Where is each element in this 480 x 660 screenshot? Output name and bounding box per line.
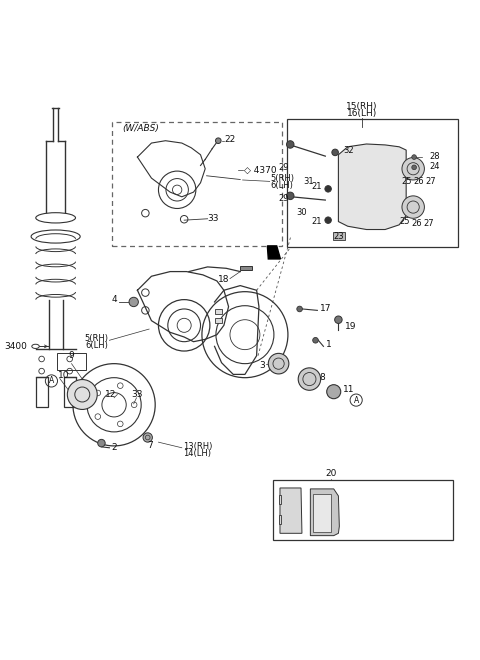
Ellipse shape: [36, 213, 75, 223]
Bar: [273, 480, 453, 541]
Circle shape: [268, 353, 289, 374]
Text: 1: 1: [326, 341, 332, 349]
Polygon shape: [338, 144, 406, 230]
Text: (W/ABS): (W/ABS): [122, 123, 159, 133]
Text: 5(RH): 5(RH): [271, 174, 295, 183]
Text: 22: 22: [224, 135, 235, 145]
Text: 20: 20: [326, 469, 337, 478]
Bar: [240, 265, 252, 270]
Text: 21: 21: [312, 217, 322, 226]
Circle shape: [402, 158, 424, 180]
Text: 18: 18: [218, 275, 229, 284]
Text: 3: 3: [259, 360, 264, 370]
Text: 6(LH): 6(LH): [85, 341, 108, 350]
Polygon shape: [267, 246, 280, 259]
Polygon shape: [312, 494, 331, 533]
Circle shape: [287, 141, 294, 148]
Circle shape: [67, 379, 97, 409]
Text: 33: 33: [207, 214, 219, 223]
Ellipse shape: [32, 345, 39, 348]
Text: ◇ 4370: ◇ 4370: [244, 166, 276, 175]
Text: 19: 19: [345, 322, 356, 331]
Text: 26: 26: [413, 178, 424, 186]
Text: 32: 32: [343, 147, 354, 156]
Text: 23: 23: [333, 232, 344, 241]
Polygon shape: [279, 515, 281, 524]
Polygon shape: [333, 232, 346, 240]
Text: 21: 21: [312, 182, 322, 191]
Text: 29: 29: [278, 193, 288, 203]
Bar: [63, 377, 76, 407]
Text: 30: 30: [297, 208, 307, 216]
Text: 29: 29: [278, 163, 288, 172]
Text: 27: 27: [426, 178, 436, 186]
Polygon shape: [311, 489, 339, 536]
Circle shape: [327, 385, 341, 399]
Bar: [287, 119, 457, 248]
Circle shape: [402, 196, 424, 218]
Bar: [216, 318, 223, 323]
Polygon shape: [279, 494, 281, 504]
Text: 16(LH): 16(LH): [347, 109, 377, 118]
Text: 25: 25: [399, 217, 410, 226]
Circle shape: [312, 337, 318, 343]
Text: 24: 24: [430, 162, 440, 171]
Bar: [57, 353, 86, 370]
Circle shape: [325, 217, 331, 224]
Circle shape: [332, 149, 338, 156]
Text: 25: 25: [401, 178, 411, 186]
Circle shape: [412, 165, 417, 170]
Bar: [112, 122, 282, 246]
Text: A: A: [354, 395, 359, 405]
Text: 7: 7: [148, 442, 154, 450]
Circle shape: [298, 368, 321, 390]
Text: A: A: [49, 376, 54, 385]
Circle shape: [143, 433, 152, 442]
Text: 15(RH): 15(RH): [346, 102, 377, 111]
Polygon shape: [280, 488, 302, 533]
Text: 9: 9: [69, 351, 74, 360]
Text: 10: 10: [58, 372, 70, 380]
Text: 28: 28: [430, 152, 440, 160]
Circle shape: [98, 440, 105, 447]
Bar: [36, 377, 48, 407]
Text: 4: 4: [111, 294, 117, 304]
Text: 33: 33: [132, 390, 143, 399]
Text: 12: 12: [105, 390, 117, 399]
Circle shape: [297, 306, 302, 312]
Bar: [216, 309, 223, 314]
Text: 8: 8: [319, 373, 325, 382]
Circle shape: [129, 297, 138, 307]
Circle shape: [216, 138, 221, 143]
Circle shape: [335, 316, 342, 323]
Circle shape: [412, 154, 417, 160]
Text: 11: 11: [343, 385, 355, 394]
Circle shape: [287, 192, 294, 199]
Text: 27: 27: [424, 219, 434, 228]
Text: 14(LH): 14(LH): [183, 449, 211, 458]
Text: 31: 31: [304, 178, 314, 186]
Text: 5(RH): 5(RH): [84, 334, 108, 343]
Text: 6(LH): 6(LH): [271, 181, 293, 189]
Text: 2: 2: [112, 444, 117, 452]
Circle shape: [325, 185, 331, 192]
Text: 13(RH): 13(RH): [183, 442, 213, 451]
Ellipse shape: [31, 230, 80, 243]
Text: 26: 26: [412, 219, 422, 228]
Text: 17: 17: [320, 304, 331, 313]
Text: 3400: 3400: [5, 342, 28, 351]
